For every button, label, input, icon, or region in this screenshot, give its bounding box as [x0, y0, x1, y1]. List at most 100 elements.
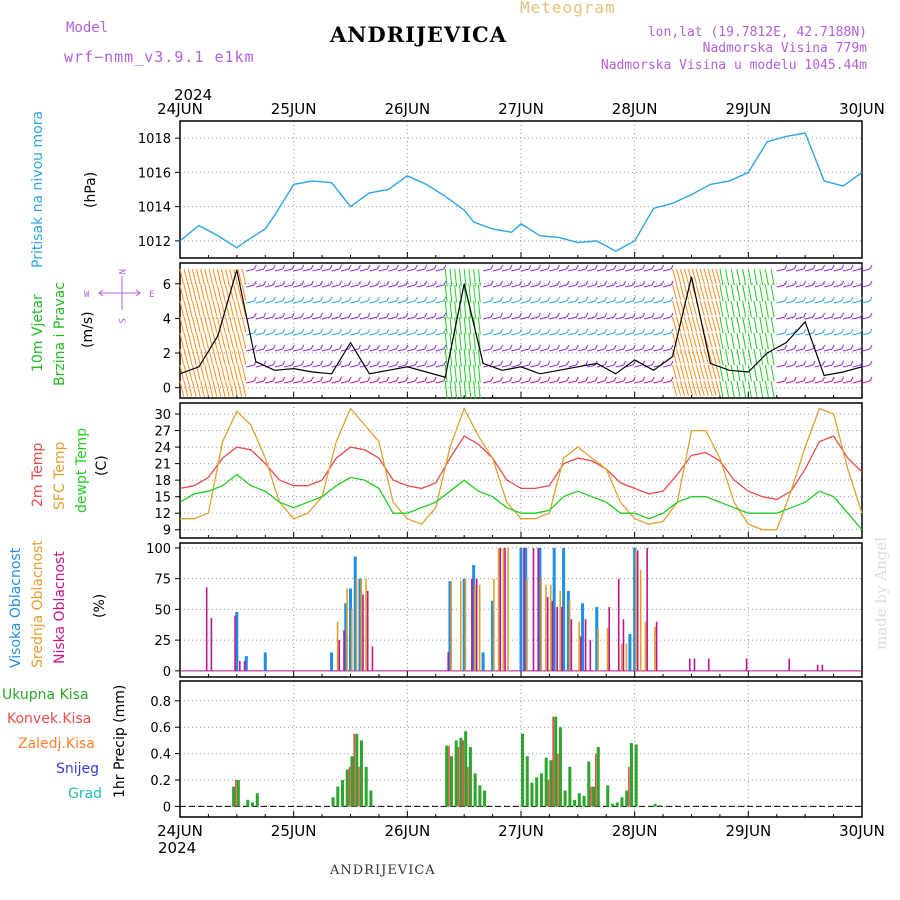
wind-barb [265, 348, 274, 352]
cloud-bar [562, 547, 566, 671]
wind-barb [433, 296, 437, 302]
cloud-bar [589, 640, 592, 671]
wind-barb [547, 312, 551, 318]
wind-barb [661, 328, 665, 334]
wind-barb [793, 264, 797, 270]
wind-barb [433, 328, 437, 334]
wind-barb [644, 332, 653, 336]
wind-barb [742, 364, 747, 382]
wind-barb [585, 344, 589, 350]
wind-barb [568, 332, 577, 336]
wind-barb [860, 376, 863, 382]
wind-barb [753, 332, 758, 350]
cloud-bar [239, 661, 241, 671]
wind-barb [312, 380, 321, 384]
wind-barb [293, 284, 302, 288]
wind-barb [676, 316, 682, 332]
wind-barb [683, 316, 690, 332]
wind-barb [725, 300, 730, 318]
precip-bar [350, 756, 354, 807]
wind-barb [850, 280, 854, 286]
cloud-bar [693, 658, 696, 671]
precip-bar [459, 737, 463, 807]
wind-barb [672, 316, 678, 332]
wind-barb [850, 360, 854, 366]
cloud-bar [617, 578, 620, 671]
wind-barb [187, 380, 193, 397]
wind-barb [482, 380, 492, 384]
precip-bar [341, 780, 345, 807]
wind-barb [632, 312, 636, 318]
wind-barb [237, 268, 243, 285]
wind-barb [805, 300, 814, 304]
wind-barb [585, 312, 589, 318]
wind-barb [274, 364, 283, 368]
wind-barb [759, 332, 764, 350]
legend-frozen-rain: Zaledj.Kisa [18, 736, 95, 752]
wind-barb [725, 364, 730, 382]
wind-barb [424, 264, 428, 270]
wind-barb [742, 284, 747, 302]
wind-barb [852, 316, 861, 320]
wind-barb [577, 268, 586, 272]
wind-barb [187, 332, 193, 349]
wind-barb [229, 316, 234, 333]
wind-barb [784, 296, 788, 302]
wind-barb [632, 360, 636, 366]
wind-barb [348, 344, 352, 350]
wind-barb [246, 364, 255, 368]
cloud-bar [568, 600, 571, 671]
wind-barb [528, 312, 532, 318]
wind-barb [458, 268, 462, 287]
wind-barb [183, 364, 189, 381]
wind-barb [237, 284, 243, 301]
wind-barb [212, 268, 218, 285]
wind-barb [303, 268, 312, 272]
wind-barb [613, 376, 617, 382]
wind-barb [606, 268, 615, 272]
wind-barb [407, 348, 416, 352]
cloud-bar [502, 547, 505, 671]
wind-barb [369, 380, 378, 384]
precip-bar [653, 803, 657, 807]
wind-barb [405, 312, 409, 318]
cloud-bar [471, 578, 473, 671]
wind-barb [246, 316, 255, 320]
wind-barb [632, 280, 636, 286]
wind-barb [833, 316, 842, 320]
wind-barb [539, 316, 549, 320]
wind-barb [672, 284, 678, 300]
precip-bar [573, 799, 577, 807]
wind-barb [253, 296, 257, 302]
wind-barb [753, 364, 758, 382]
wind-barb [596, 300, 605, 304]
wind-barb [212, 316, 218, 333]
wind-barb [179, 316, 185, 333]
wind-barb [703, 348, 709, 364]
wind-barb [670, 296, 674, 302]
wind-barb [501, 364, 511, 368]
wind-barb [736, 348, 741, 366]
wind-barb [861, 380, 871, 384]
cloud-bar [499, 547, 502, 671]
wind-barb [395, 360, 399, 366]
wind-barb [730, 332, 735, 350]
wind-barb [653, 268, 662, 272]
wind-barb [672, 380, 678, 396]
wind-barb [339, 312, 343, 318]
wind-barb [216, 300, 222, 317]
wind-barb [511, 284, 520, 288]
time-label-top: 29JUN [725, 100, 771, 118]
wind-barb [272, 328, 276, 334]
cloud-bar [636, 550, 639, 671]
wind-barb [253, 328, 257, 334]
wind-barb [672, 332, 678, 348]
wind-barb [200, 300, 205, 317]
wind-barb [187, 284, 193, 301]
wind-barb [725, 332, 730, 350]
wind-barb [454, 268, 458, 287]
wind-barb [511, 380, 520, 384]
wind-barb [501, 332, 511, 336]
wind-barb [284, 268, 293, 272]
wind-barb [711, 364, 717, 380]
